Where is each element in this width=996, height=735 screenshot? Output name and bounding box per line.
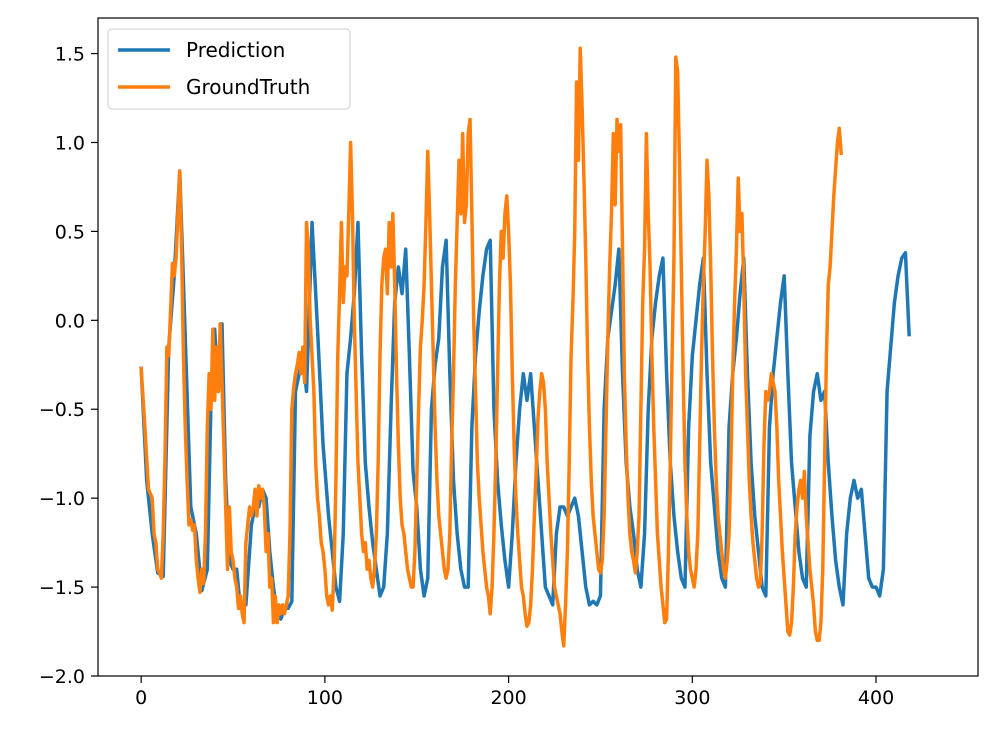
y-tick-label: 0.5 xyxy=(55,221,85,243)
y-tick-label: −2.0 xyxy=(39,666,85,688)
y-tick-label: −1.0 xyxy=(39,488,85,510)
legend: Prediction GroundTruth xyxy=(107,28,351,110)
legend-label-groundtruth: GroundTruth xyxy=(186,75,310,99)
series-line-groundtruth xyxy=(139,46,844,648)
series-layer xyxy=(139,46,911,648)
y-tick-label: −0.5 xyxy=(39,399,85,421)
legend-label-prediction: Prediction xyxy=(186,38,285,62)
x-tick-label: 200 xyxy=(490,687,526,709)
x-tick-label: 0 xyxy=(135,687,147,709)
series-line-prediction xyxy=(139,169,911,621)
x-axis: 0 100 200 300 400 xyxy=(135,676,894,709)
y-axis: −2.0 −1.5 −1.0 −0.5 0.0 0.5 1.0 1.5 xyxy=(39,44,98,688)
x-tick-label: 300 xyxy=(674,687,710,709)
y-tick-label: 1.5 xyxy=(55,44,85,66)
plot-frame xyxy=(97,17,979,677)
x-tick-label: 100 xyxy=(307,687,343,709)
y-tick-label: 0.0 xyxy=(55,310,85,332)
y-tick-label: −1.5 xyxy=(39,577,85,599)
y-tick-label: 1.0 xyxy=(55,132,85,154)
x-tick-label: 400 xyxy=(858,687,894,709)
